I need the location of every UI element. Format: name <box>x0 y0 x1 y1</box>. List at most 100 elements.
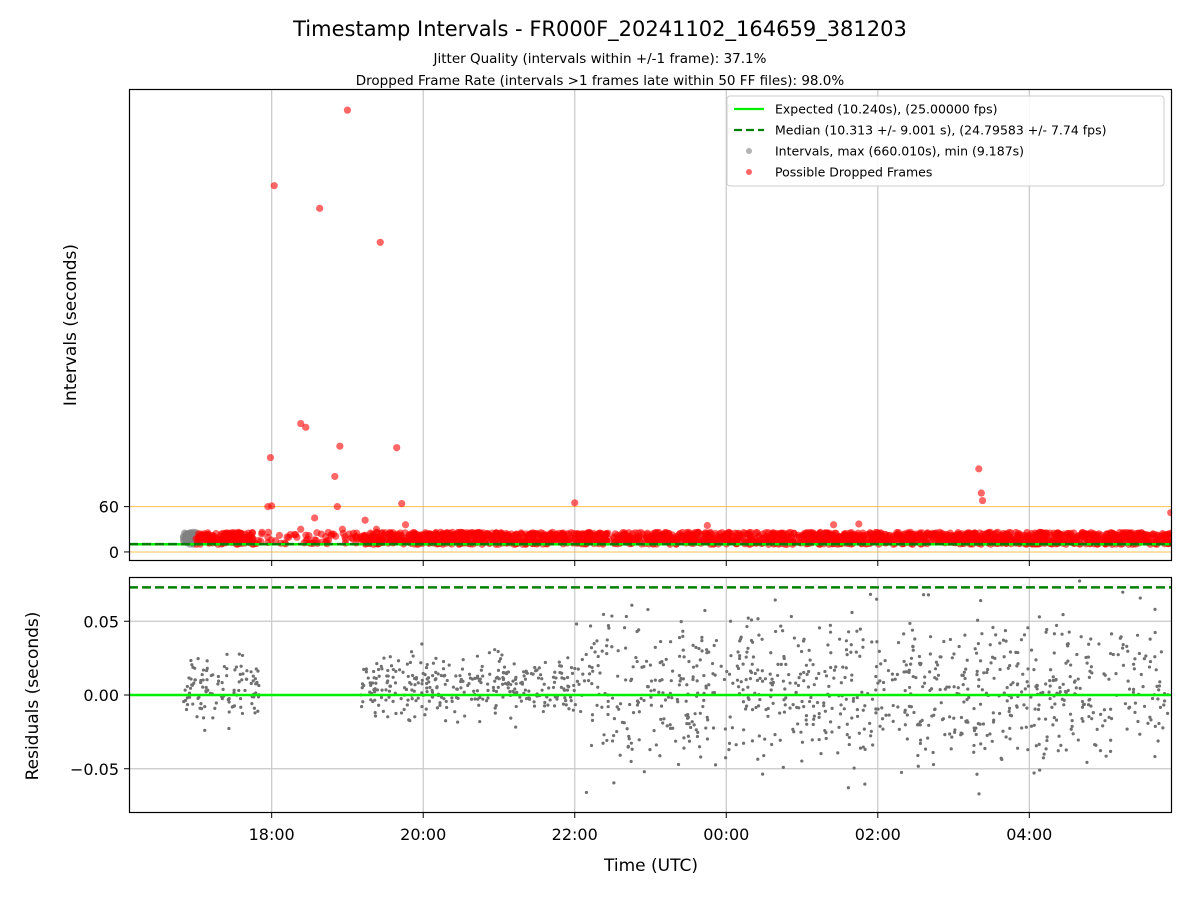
residual-point <box>761 772 765 776</box>
residual-point <box>501 695 505 699</box>
residual-point <box>388 684 393 688</box>
residual-point <box>965 658 969 662</box>
residual-point <box>596 685 600 689</box>
residual-point <box>362 667 366 672</box>
residual-point <box>692 723 696 727</box>
residual-point <box>685 721 689 726</box>
residual-point <box>652 688 656 692</box>
residual-point <box>1109 716 1114 721</box>
residual-point <box>1081 719 1085 723</box>
residual-point <box>511 689 515 693</box>
dropped-frame-point <box>667 534 675 542</box>
dropped-frame-point <box>232 531 240 539</box>
residual-point <box>768 672 772 676</box>
residual-point <box>540 688 544 692</box>
residual-point <box>751 640 755 644</box>
residual-point <box>410 673 415 678</box>
dropped-frame-point <box>1121 534 1129 542</box>
residual-point <box>497 659 501 663</box>
residual-point <box>706 718 710 722</box>
residual-point <box>855 714 860 718</box>
residual-point <box>976 641 980 646</box>
residual-point <box>658 754 662 758</box>
residual-point <box>420 691 424 695</box>
residual-point <box>1004 639 1008 643</box>
residual-point <box>923 747 928 751</box>
residual-point <box>875 597 879 601</box>
residual-point <box>791 702 795 707</box>
residual-point <box>972 743 976 748</box>
residual-point <box>547 686 551 690</box>
residual-point <box>368 681 372 685</box>
residual-point <box>615 729 619 734</box>
dropped-frame-point <box>845 533 853 541</box>
residual-point <box>573 703 577 707</box>
residual-point <box>1006 666 1010 670</box>
residual-point <box>1087 675 1092 679</box>
residual-point <box>788 681 792 685</box>
residual-point <box>828 630 833 634</box>
dropped-frame-point <box>486 533 494 541</box>
residual-point <box>904 663 908 667</box>
dropped-frame-point <box>650 536 658 544</box>
residual-point <box>972 750 976 754</box>
residual-point <box>653 645 657 649</box>
residual-point <box>249 670 253 674</box>
residual-point <box>668 726 673 730</box>
residual-point <box>681 634 685 638</box>
residual-point <box>591 669 595 673</box>
dropped-frame-point <box>1126 536 1135 544</box>
residual-point <box>965 697 969 702</box>
residual-point <box>1071 732 1075 736</box>
dropped-frame-point <box>468 529 476 537</box>
residual-point <box>986 667 990 672</box>
residual-point <box>1142 704 1147 708</box>
residual-point <box>430 690 435 694</box>
residual-point <box>1085 661 1089 665</box>
residual-point <box>361 700 365 704</box>
residual-point <box>460 667 465 671</box>
residual-point <box>903 689 907 693</box>
residual-point <box>461 658 465 662</box>
residual-point <box>416 681 420 685</box>
residual-point <box>991 711 995 715</box>
residual-point <box>666 695 671 699</box>
residual-point <box>844 639 848 643</box>
residual-point <box>957 644 961 649</box>
residual-point <box>660 678 664 682</box>
residual-point <box>871 743 875 747</box>
residual-point <box>1135 633 1140 637</box>
residual-point <box>746 646 750 650</box>
dropped-frame-point <box>332 532 340 540</box>
residual-point <box>808 658 812 662</box>
residual-point <box>909 656 914 660</box>
residual-point <box>911 648 915 652</box>
residual-point <box>605 738 609 743</box>
residual-point <box>424 666 429 670</box>
dropped-frame-point <box>546 529 555 538</box>
residual-point <box>580 657 584 662</box>
residual-point <box>631 665 635 669</box>
residual-point <box>631 711 636 715</box>
residual-point <box>607 626 611 630</box>
residual-point <box>736 685 741 689</box>
residual-point <box>595 639 599 643</box>
residual-point <box>634 655 638 660</box>
residual-point <box>938 655 942 659</box>
residual-point <box>811 704 816 708</box>
dropped-frame-outlier <box>398 500 406 508</box>
dropped-frame-outlier <box>361 516 369 524</box>
residual-point <box>911 645 915 649</box>
residual-point <box>1072 680 1077 684</box>
residual-point <box>500 682 505 686</box>
residual-point <box>991 720 996 724</box>
residual-point <box>1142 657 1146 661</box>
residual-point <box>444 719 448 723</box>
residual-point <box>1041 756 1045 760</box>
residual-point <box>251 674 255 678</box>
dropped-frame-point <box>1109 532 1118 540</box>
residual-point <box>379 664 383 668</box>
residual-point <box>850 673 854 677</box>
residual-point <box>849 643 853 647</box>
dropped-frame-point <box>800 536 808 545</box>
